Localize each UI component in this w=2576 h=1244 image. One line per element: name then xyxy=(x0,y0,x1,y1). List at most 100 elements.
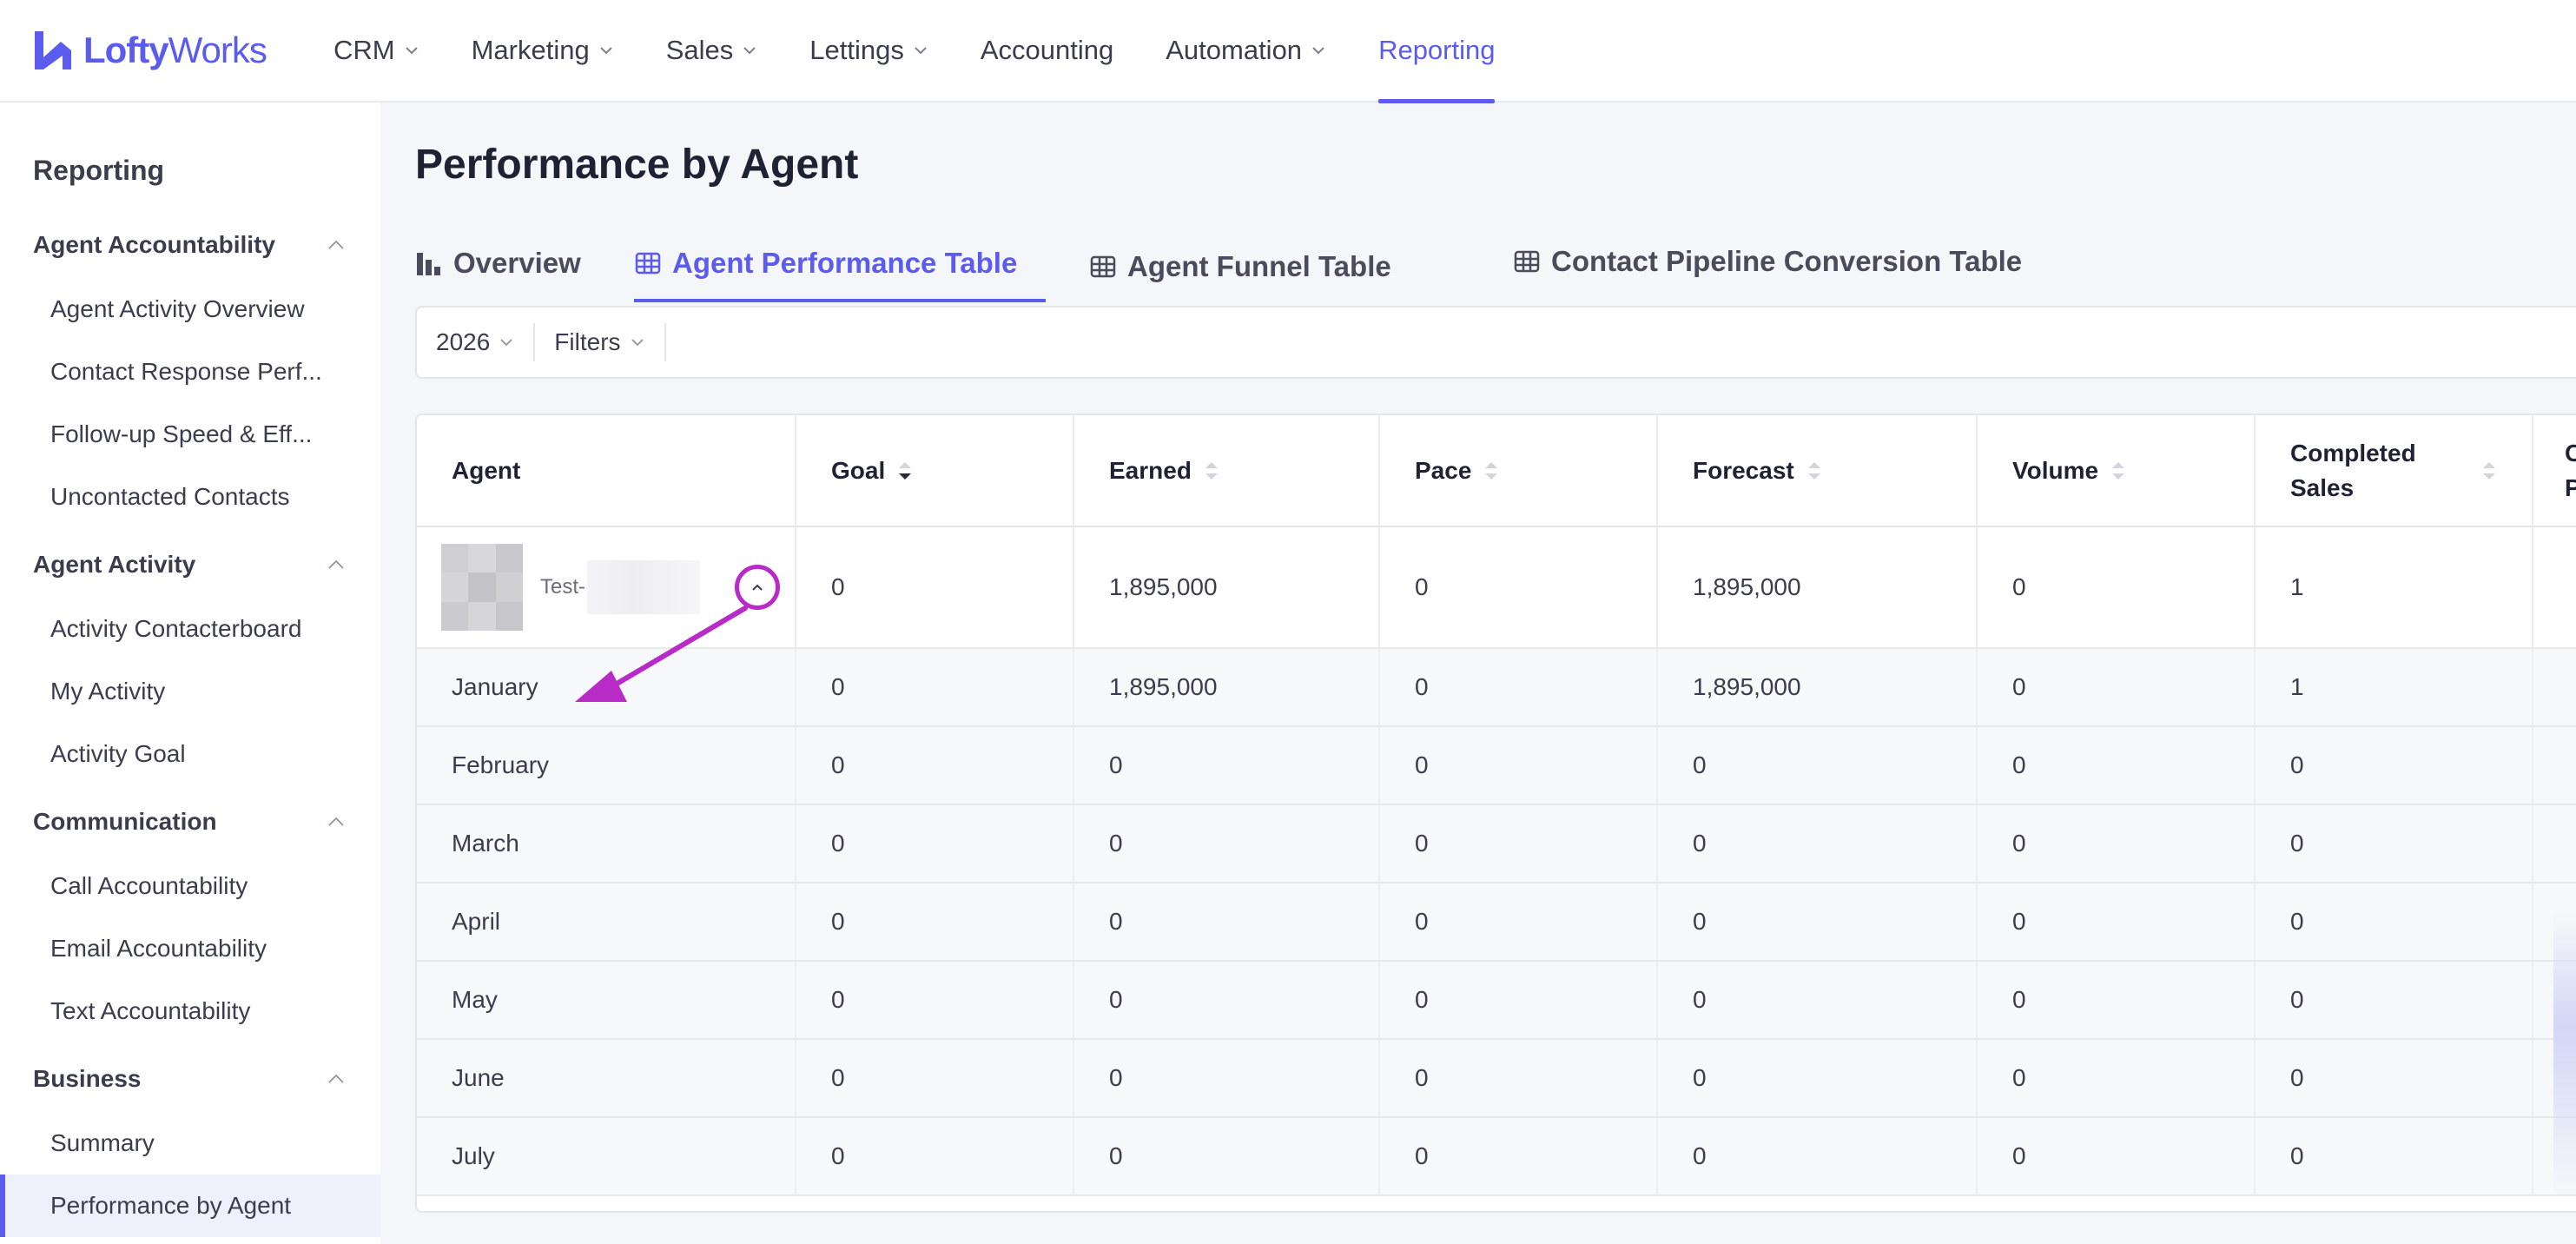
cell-forecast: 0 xyxy=(1657,804,1978,883)
sidebar-title: Reporting xyxy=(33,155,165,186)
tab-agent-performance-table[interactable]: Agent Performance Table xyxy=(634,247,1017,280)
table-icon xyxy=(1514,250,1540,273)
column-header-goal[interactable]: Goal xyxy=(796,415,1074,527)
sidebar-item-summary[interactable]: Summary xyxy=(50,1129,155,1156)
cell-pace: 0 xyxy=(1379,804,1658,883)
cell-month: June xyxy=(417,1039,796,1118)
sidebar-active-highlight xyxy=(0,1175,380,1237)
agent-name: Test- xyxy=(540,560,701,614)
cell-pace: 0 xyxy=(1379,1039,1658,1118)
chevron-down-icon xyxy=(600,47,612,55)
sidebar-group-communication[interactable]: Communication xyxy=(33,808,346,836)
nav-marketing[interactable]: Marketing xyxy=(472,0,614,102)
column-header-earned[interactable]: Earned xyxy=(1073,415,1380,527)
filters-button[interactable]: Filters xyxy=(535,323,664,361)
tab-agent-funnel-table[interactable]: Agent Funnel Table xyxy=(1089,250,1391,283)
cell-forecast: 0 xyxy=(1657,883,1978,962)
sidebar-item-email-accountability[interactable]: Email Accountability xyxy=(50,935,268,962)
avatar xyxy=(441,544,523,631)
sidebar-group-agent-activity[interactable]: Agent Activity xyxy=(33,551,346,579)
table-icon xyxy=(635,252,661,275)
cell-truncated xyxy=(2533,648,2576,727)
cell-earned: 0 xyxy=(1073,804,1380,883)
nav-sales[interactable]: Sales xyxy=(666,0,758,102)
sort-icon[interactable] xyxy=(2481,461,2497,480)
column-header-agent: Agent xyxy=(417,415,796,527)
tab-contact-pipeline-conversion-table[interactable]: Contact Pipeline Conversion Table xyxy=(1513,245,2022,278)
sidebar-item-agent-activity-overview[interactable]: Agent Activity Overview xyxy=(50,295,305,322)
nav-lettings[interactable]: Lettings xyxy=(809,0,928,102)
cell-pace: 0 xyxy=(1379,648,1658,727)
cell-truncated xyxy=(2533,726,2576,805)
sidebar-group-agent-accountability[interactable]: Agent Accountability xyxy=(33,231,346,259)
column-header-truncated[interactable]: C P xyxy=(2533,415,2576,527)
agent-cell: Test- xyxy=(417,526,796,649)
cell-truncated xyxy=(2533,804,2576,883)
cell-goal: 0 xyxy=(796,726,1074,805)
cell-goal: 0 xyxy=(796,526,1074,649)
sidebar-item-performance-by-agent[interactable]: Performance by Agent xyxy=(50,1192,292,1219)
chevron-down-icon xyxy=(743,47,756,55)
cell-forecast: 0 xyxy=(1657,726,1978,805)
chevron-down-icon xyxy=(405,47,418,55)
sort-icon[interactable] xyxy=(1204,461,1219,480)
cell-goal: 0 xyxy=(796,1117,1074,1196)
table-row-agent[interactable]: Test- 0 1,895,000 0 1,895,000 0 1 xyxy=(417,526,2576,649)
divider xyxy=(533,323,536,361)
column-header-forecast[interactable]: Forecast xyxy=(1657,415,1978,527)
chevron-up-icon xyxy=(328,817,344,826)
cell-earned: 0 xyxy=(1073,883,1380,962)
brand-logo[interactable]: LoftyWorks xyxy=(31,28,292,73)
table-row-month: January 0 1,895,000 0 1,895,000 0 1 xyxy=(417,648,2576,727)
table-header: Agent Goal Earned Pace Forecast Volume C… xyxy=(417,415,2576,527)
column-header-volume[interactable]: Volume xyxy=(1977,415,2256,527)
sidebar-item-text-accountability[interactable]: Text Accountability xyxy=(50,997,251,1024)
cell-truncated xyxy=(2533,526,2576,649)
cell-completed-sales: 0 xyxy=(2255,1039,2533,1118)
sort-icon[interactable] xyxy=(2110,461,2126,480)
cell-forecast: 0 xyxy=(1657,961,1978,1040)
year-select[interactable]: 2026 xyxy=(417,323,533,361)
cell-completed-sales: 0 xyxy=(2255,883,2533,962)
sidebar-item-follow-up-speed[interactable]: Follow-up Speed & Eff... xyxy=(50,420,313,447)
sidebar-item-activity-goal[interactable]: Activity Goal xyxy=(50,740,186,767)
nav-accounting[interactable]: Accounting xyxy=(980,35,1114,65)
cell-pace: 0 xyxy=(1379,1117,1658,1196)
tab-overview[interactable]: Overview xyxy=(415,247,581,280)
top-navigation: LoftyWorks CRM Marketing Sales Lettings … xyxy=(0,0,2576,103)
sort-icon[interactable] xyxy=(1483,461,1499,480)
main-menu: CRM Marketing Sales Lettings Accounting … xyxy=(334,0,1547,103)
sidebar-item-call-accountability[interactable]: Call Accountability xyxy=(50,872,248,899)
table-row-month: March 0 0 0 0 0 0 xyxy=(417,804,2576,883)
cell-volume: 0 xyxy=(1977,1117,2256,1196)
table-row-month: February 0 0 0 0 0 0 xyxy=(417,726,2576,805)
table-icon xyxy=(1090,255,1116,278)
chevron-up-icon xyxy=(328,1074,344,1083)
cell-completed-sales: 0 xyxy=(2255,1117,2533,1196)
active-tab-indicator xyxy=(634,299,1046,302)
sidebar-item-activity-contacterboard[interactable]: Activity Contacterboard xyxy=(50,615,302,642)
chevron-down-icon xyxy=(631,339,644,347)
nav-crm[interactable]: CRM xyxy=(334,0,419,102)
sort-icon[interactable] xyxy=(1807,461,1822,480)
sort-desc-icon[interactable] xyxy=(897,461,913,480)
column-header-completed-sales[interactable]: Completed Sales xyxy=(2255,415,2533,527)
sidebar-item-uncontacted-contacts[interactable]: Uncontacted Contacts xyxy=(50,483,290,510)
filter-bar: 2026 Filters xyxy=(415,306,2576,379)
cell-month: March xyxy=(417,804,796,883)
sidebar-item-contact-response[interactable]: Contact Response Perf... xyxy=(50,358,322,385)
cell-goal: 0 xyxy=(796,648,1074,727)
cell-goal: 0 xyxy=(796,961,1074,1040)
sidebar-group-business[interactable]: Business xyxy=(33,1065,346,1093)
cell-volume: 0 xyxy=(1977,961,2256,1040)
column-header-pace[interactable]: Pace xyxy=(1379,415,1658,527)
cell-goal: 0 xyxy=(796,1039,1074,1118)
cell-earned: 0 xyxy=(1073,1117,1380,1196)
cell-month: July xyxy=(417,1117,796,1196)
cell-completed-sales: 0 xyxy=(2255,804,2533,883)
nav-automation[interactable]: Automation xyxy=(1166,0,1326,102)
sidebar-item-my-activity[interactable]: My Activity xyxy=(50,678,166,705)
nav-reporting[interactable]: Reporting xyxy=(1378,0,1496,103)
collapse-row-button[interactable] xyxy=(735,565,781,610)
logo-icon xyxy=(35,31,71,69)
